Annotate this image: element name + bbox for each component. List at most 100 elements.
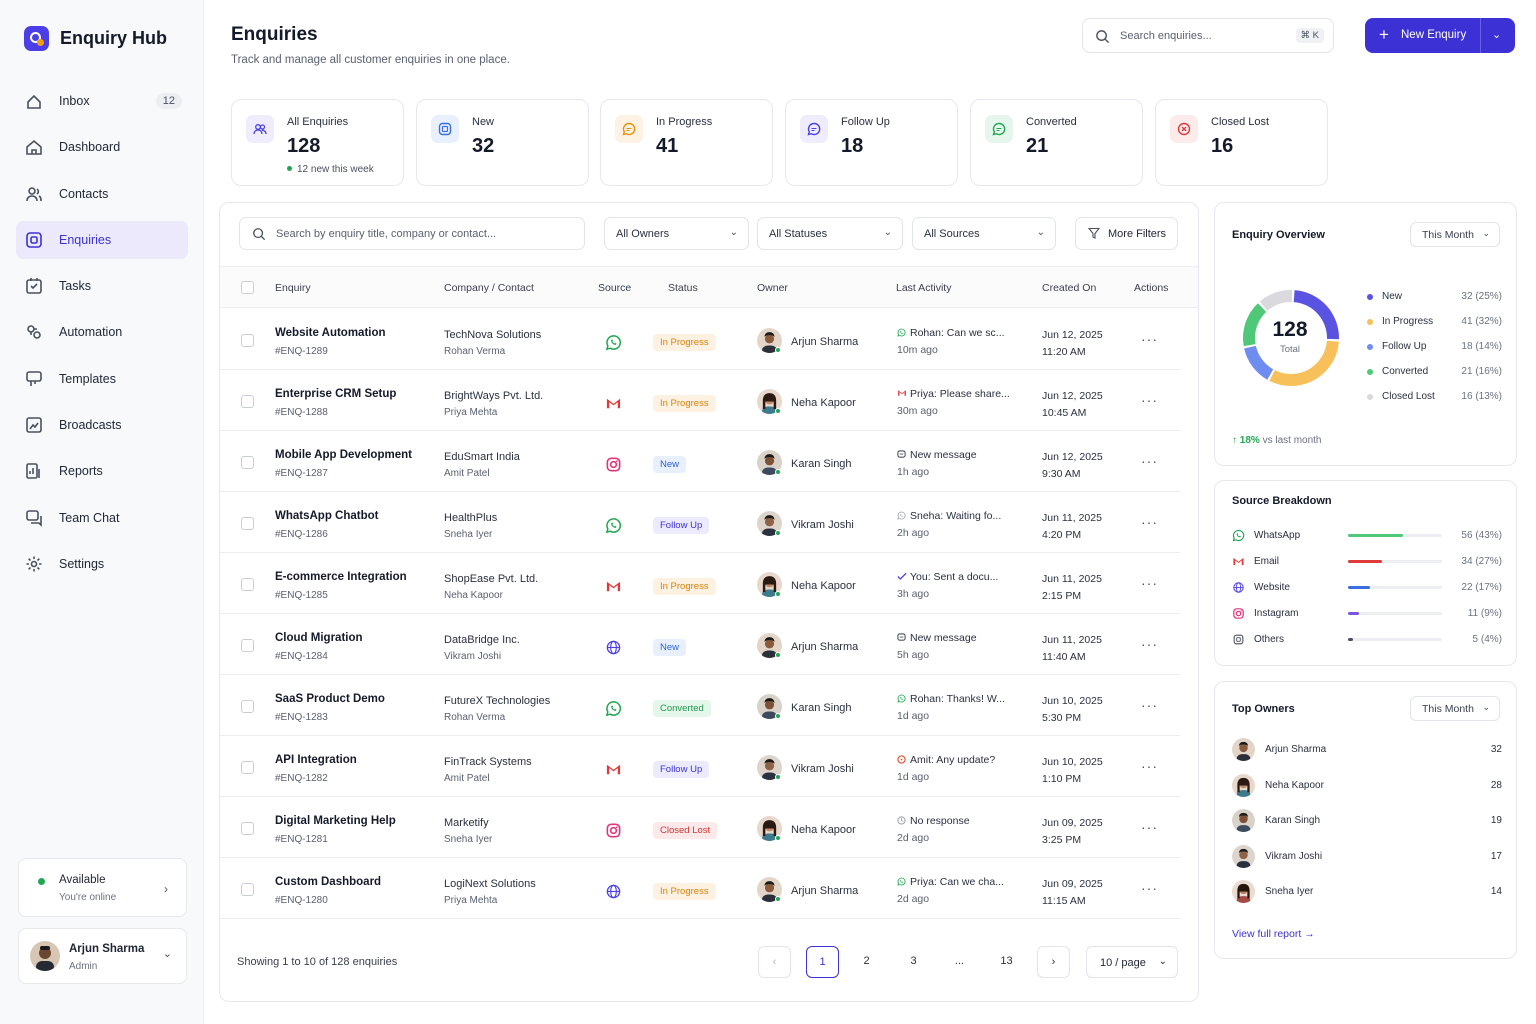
stat-card-in-progress[interactable]: In Progress 41 [600,99,773,186]
stat-card-all-enquiries[interactable]: All Enquiries 128 12 new this week [231,99,404,186]
enquiry-title[interactable]: Enterprise CRM Setup [275,388,397,400]
enquiry-title[interactable]: Website Automation [275,327,386,339]
sidebar-item-settings[interactable]: Settings [16,545,188,583]
top-owner-row[interactable]: Sneha Iyer 14 [1232,880,1502,904]
page-button-13[interactable]: 13 [1000,955,1013,967]
enquiry-title[interactable]: WhatsApp Chatbot [275,510,379,522]
top-owner-row[interactable]: Karan Singh 19 [1232,809,1502,833]
page-button-2[interactable]: 2 [863,955,870,967]
table-row[interactable]: Enterprise CRM Setup #ENQ-1288 BrightWay… [220,370,1180,431]
page-button-3[interactable]: 3 [910,955,917,967]
enquiry-title[interactable]: API Integration [275,754,357,766]
enquiry-title[interactable]: Mobile App Development [275,449,412,461]
table-row[interactable]: API Integration #ENQ-1282 FinTrack Syste… [220,736,1180,797]
row-checkbox[interactable] [241,761,254,774]
enquiry-title[interactable]: E-commerce Integration [275,571,407,583]
enquiry-title[interactable]: SaaS Product Demo [275,693,385,705]
sidebar-item-automation[interactable]: Automation [16,313,188,351]
column-header-status[interactable]: Status [668,282,698,294]
row-actions-menu-icon[interactable]: ··· [1141,514,1158,530]
stat-card-closed-lost[interactable]: Closed Lost 16 [1155,99,1328,186]
brand[interactable]: Enquiry Hub [24,26,167,51]
donut-segment-in-progress[interactable] [1269,340,1339,386]
row-checkbox[interactable] [241,822,254,835]
row-checkbox[interactable] [241,395,254,408]
column-header-enquiry[interactable]: Enquiry [275,282,311,294]
sidebar-item-enquiries[interactable]: Enquiries [16,220,188,259]
select-all-checkbox[interactable] [241,281,254,294]
table-row[interactable]: Website Automation #ENQ-1289 TechNova So… [220,309,1180,370]
enquiry-title[interactable]: Digital Marketing Help [275,815,396,827]
table-row[interactable]: Digital Marketing Help #ENQ-1281 Marketi… [220,797,1180,858]
table-row[interactable]: Cloud Migration #ENQ-1284 DataBridge Inc… [220,614,1180,675]
search-input[interactable]: Search enquiries... ⌘ K [1082,18,1334,53]
sidebar-item-dashboard[interactable]: Dashboard [16,128,188,166]
view-full-report-link[interactable]: View full report → [1232,928,1315,940]
per-page-select[interactable]: 10 / page ⌄ [1086,946,1178,978]
row-actions-menu-icon[interactable]: ··· [1141,636,1158,652]
prev-page-button[interactable]: ‹ [758,946,791,978]
sidebar-item-templates[interactable]: Templates [16,360,188,398]
sidebar-item-inbox[interactable]: Inbox 12 [16,82,188,120]
row-actions-menu-icon[interactable]: ··· [1141,453,1158,469]
row-actions-menu-icon[interactable]: ··· [1141,575,1158,591]
top-owner-row[interactable]: Neha Kapoor 28 [1232,773,1502,798]
donut-segment-new[interactable] [1293,290,1339,340]
top-owners-period-select[interactable]: This Month ⌄ [1410,696,1500,721]
sources-filter[interactable]: All Sources ⌄ [912,217,1056,250]
source-value: 5 (4%) [1472,634,1502,645]
donut-segment-converted[interactable] [1243,303,1267,347]
column-header-company[interactable]: Company / Contact [444,282,534,294]
row-checkbox[interactable] [241,578,254,591]
sidebar-item-tasks[interactable]: Tasks [16,267,188,305]
owner-name: Neha Kapoor [1265,779,1324,791]
availability-card[interactable]: Available You're online › [18,858,187,917]
row-checkbox[interactable] [241,334,254,347]
row-checkbox[interactable] [241,883,254,896]
table-row[interactable]: WhatsApp Chatbot #ENQ-1286 HealthPlus Sn… [220,492,1180,553]
enquiry-title[interactable]: Custom Dashboard [275,876,382,888]
user-card[interactable]: Arjun Sharma Admin ⌄ [18,928,187,984]
sidebar-item-reports[interactable]: Reports [16,452,188,490]
column-header-source[interactable]: Source [598,282,632,294]
stat-card-follow-up[interactable]: Follow Up 18 [785,99,958,186]
sidebar-item-broadcasts[interactable]: Broadcasts [16,406,188,444]
row-actions-menu-icon[interactable]: ··· [1141,697,1158,713]
column-header-created[interactable]: Created On [1042,282,1097,294]
row-actions-menu-icon[interactable]: ··· [1141,819,1158,835]
row-actions-menu-icon[interactable]: ··· [1141,758,1158,774]
column-header-owner[interactable]: Owner [757,282,788,294]
row-actions-menu-icon[interactable]: ··· [1141,392,1158,408]
sidebar-item-team-chat[interactable]: Team Chat [16,499,188,537]
row-checkbox[interactable] [241,517,254,530]
owners-filter[interactable]: All Owners ⌄ [604,217,749,250]
top-owner-row[interactable]: Vikram Joshi 17 [1232,844,1502,869]
top-owner-row[interactable]: Arjun Sharma 32 [1232,738,1502,762]
new-enquiry-button[interactable]: + New Enquiry ⌄ [1365,18,1515,53]
owner-name: Karan Singh [791,702,852,714]
table-row[interactable]: E-commerce Integration #ENQ-1285 ShopEas… [220,553,1180,614]
row-checkbox[interactable] [241,456,254,469]
column-header-activity[interactable]: Last Activity [896,282,952,294]
more-filters-button[interactable]: More Filters [1075,217,1178,250]
row-checkbox[interactable] [241,700,254,713]
overview-period-select[interactable]: This Month ⌄ [1410,222,1500,247]
statuses-filter[interactable]: All Statuses ⌄ [757,217,903,250]
table-row[interactable]: SaaS Product Demo #ENQ-1283 FutureX Tech… [220,675,1180,736]
legend-dot [1367,394,1373,400]
table-row[interactable]: Mobile App Development #ENQ-1287 EduSmar… [220,431,1180,492]
donut-segment-closed-lost[interactable] [1259,290,1293,311]
stat-card-converted[interactable]: Converted 21 [970,99,1143,186]
chevron-down-icon[interactable]: ⌄ [1492,29,1502,41]
row-actions-menu-icon[interactable]: ··· [1141,331,1158,347]
table-search-input[interactable]: Search by enquiry title, company or cont… [239,217,585,250]
sidebar-item-contacts[interactable]: Contacts [16,175,188,213]
table-row[interactable]: Custom Dashboard #ENQ-1280 LogiNext Solu… [220,858,1180,919]
row-actions-menu-icon[interactable]: ··· [1141,880,1158,896]
row-checkbox[interactable] [241,639,254,652]
next-page-button[interactable]: › [1037,946,1070,978]
donut-segment-follow-up[interactable] [1244,345,1274,380]
enquiry-title[interactable]: Cloud Migration [275,632,363,644]
stat-card-new[interactable]: New 32 [416,99,589,186]
page-button-1[interactable]: 1 [806,946,839,978]
